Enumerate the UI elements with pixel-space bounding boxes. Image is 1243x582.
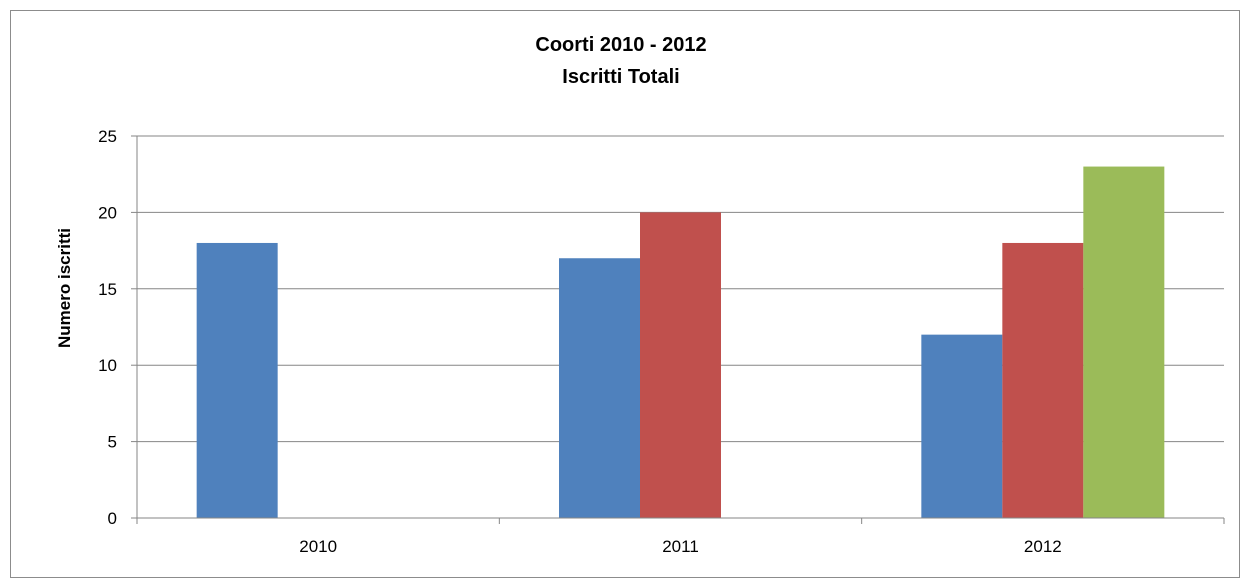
x-tick-label: 2011: [662, 537, 699, 556]
y-axis-ticks: 0 5 10 15 20 25: [98, 127, 137, 528]
y-tick-label: 0: [108, 509, 117, 528]
y-tick-label: 5: [108, 433, 117, 452]
bar-2011-series-1: [559, 258, 640, 518]
bar-2012-series-1: [921, 334, 1003, 518]
y-tick-label: 15: [98, 280, 117, 299]
y-tick-label: 20: [98, 203, 117, 222]
bar-2012-series-3: [1083, 166, 1165, 518]
x-tick-label: 2010: [299, 537, 337, 556]
y-tick-label: 10: [98, 356, 117, 375]
x-axis-ticks: 2010 2011 2012: [136, 518, 1225, 556]
y-axis-title: Numero iscritti: [55, 228, 74, 348]
bar-2012-series-2: [1002, 242, 1084, 518]
bar-2010-series-1: [196, 242, 278, 518]
x-tick-label: 2012: [1024, 537, 1062, 556]
axes: [136, 136, 1224, 519]
chart-title: Coorti 2010 - 2012: [535, 34, 706, 56]
y-tick-label: 25: [98, 127, 117, 146]
chart-subtitle: Iscritti Totali: [562, 66, 679, 88]
bars: [196, 166, 1165, 518]
bar-2011-series-2: [640, 212, 721, 518]
